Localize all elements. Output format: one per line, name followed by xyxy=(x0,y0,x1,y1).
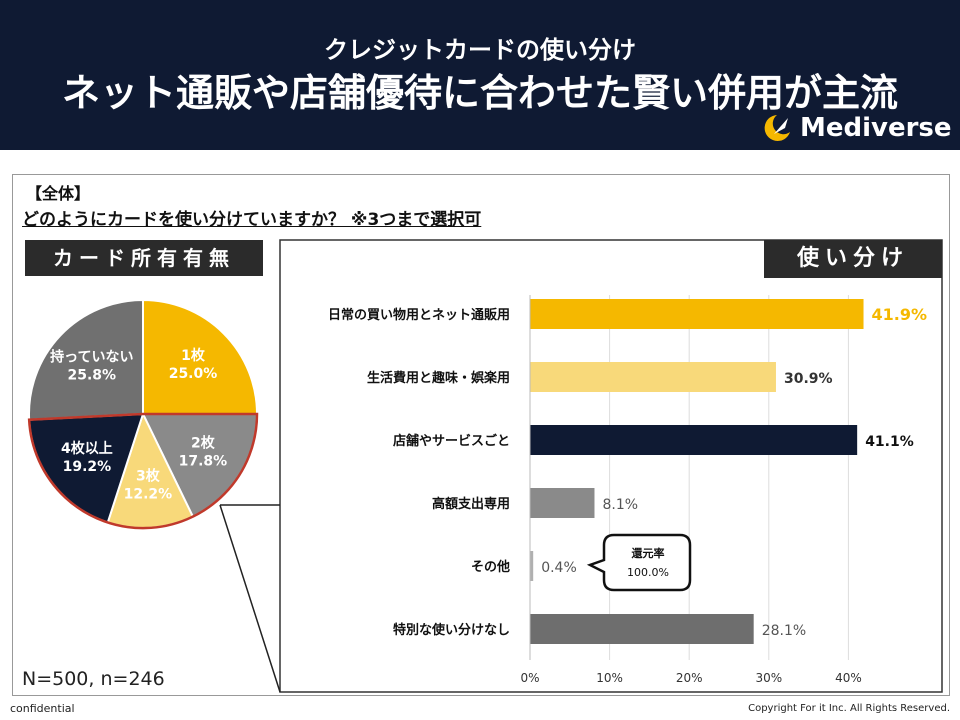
bar-0 xyxy=(530,299,864,329)
bar-chart: 0% 10% 20% 30% 40% 日常の買い物用とネット通販用 41.9% 生活費用と趣味… xyxy=(328,295,927,685)
bar-value-label-1: 30.9% xyxy=(784,371,833,387)
x-tick-label-0: 0% xyxy=(520,671,539,685)
callout-line1: 還元率 xyxy=(632,546,665,560)
bar-1 xyxy=(530,362,776,392)
pie-highlight-outline xyxy=(27,412,259,530)
connector-bottom-line xyxy=(219,504,281,693)
pie-label-0: 1枚 xyxy=(181,347,206,364)
pie-label-4: 持っていない xyxy=(50,348,133,365)
pie-label-2: 3枚 xyxy=(136,468,161,485)
bar-value-label-0: 41.9% xyxy=(872,305,928,324)
category-label-4: その他 xyxy=(471,559,510,575)
subtitle: クレジットカードの使い分け xyxy=(324,36,636,64)
pie-value-0: 25.0% xyxy=(169,366,218,382)
category-label-0: 日常の買い物用とネット通販用 xyxy=(328,307,510,323)
pie-label-3: 4枚以上 xyxy=(61,440,113,457)
x-tick-label-4: 40% xyxy=(835,671,862,685)
pie-slice-0 xyxy=(142,298,259,415)
sample-size: N=500, n=246 xyxy=(22,668,165,690)
category-label-1: 生活費用と趣味・娯楽用 xyxy=(367,370,510,386)
callout-line2: 100.0% xyxy=(627,566,669,579)
pie-value-3: 19.2% xyxy=(63,459,112,475)
x-tick-label-3: 30% xyxy=(755,671,782,685)
pie-heading: カード所有有無 xyxy=(25,240,263,276)
segment-tag: 【全体】 xyxy=(26,184,91,203)
bar-value-label-5: 28.1% xyxy=(762,623,806,639)
page-title: ネット通販や店舗優待に合わせた賢い併用が主流 xyxy=(61,71,898,115)
category-label-5: 特別な使い分けなし xyxy=(393,622,510,638)
brand-logo: Mediverse xyxy=(760,112,952,144)
pie-value-1: 17.8% xyxy=(179,454,228,470)
confidential-label: confidential xyxy=(10,702,75,715)
pie-label-1: 2枚 xyxy=(191,435,216,452)
pie-value-2: 12.2% xyxy=(124,487,173,503)
copyright-label: Copyright For it Inc. All Rights Reserve… xyxy=(748,703,950,714)
header-banner: クレジットカードの使い分け ネット通販や店舗優待に合わせた賢い併用が主流 Med… xyxy=(0,0,960,150)
callout-bubble: 還元率 100.0% xyxy=(586,533,692,592)
callout-shape xyxy=(586,533,692,592)
bar-5 xyxy=(530,614,754,644)
brand-name: Mediverse xyxy=(800,113,952,143)
category-label-2: 店舗やサービスごと xyxy=(393,433,510,449)
bar-3 xyxy=(530,488,595,518)
bar-value-label-4: 0.4% xyxy=(541,560,577,576)
bar-4 xyxy=(530,551,534,581)
x-tick-label-1: 10% xyxy=(596,671,623,685)
bar-value-label-3: 8.1% xyxy=(603,497,639,513)
bar-heading: 使い分け xyxy=(764,240,942,278)
category-label-3: 高額支出専用 xyxy=(432,496,510,512)
pie-chart: 1枚 25.0% 2枚 17.8% 3枚 12.2% 4枚以上 19.2% 持っていない 25.8… xyxy=(27,298,259,530)
x-tick-label-2: 20% xyxy=(676,671,703,685)
moon-rocket-icon xyxy=(764,115,790,141)
bar-2 xyxy=(530,425,858,455)
pie-value-4: 25.8% xyxy=(68,367,117,383)
pie-slice-4 xyxy=(28,298,144,421)
question-text: どのようにカードを使い分けていますか？ ※3つまで選択可 xyxy=(22,210,482,230)
bar-value-label-2: 41.1% xyxy=(865,434,914,450)
